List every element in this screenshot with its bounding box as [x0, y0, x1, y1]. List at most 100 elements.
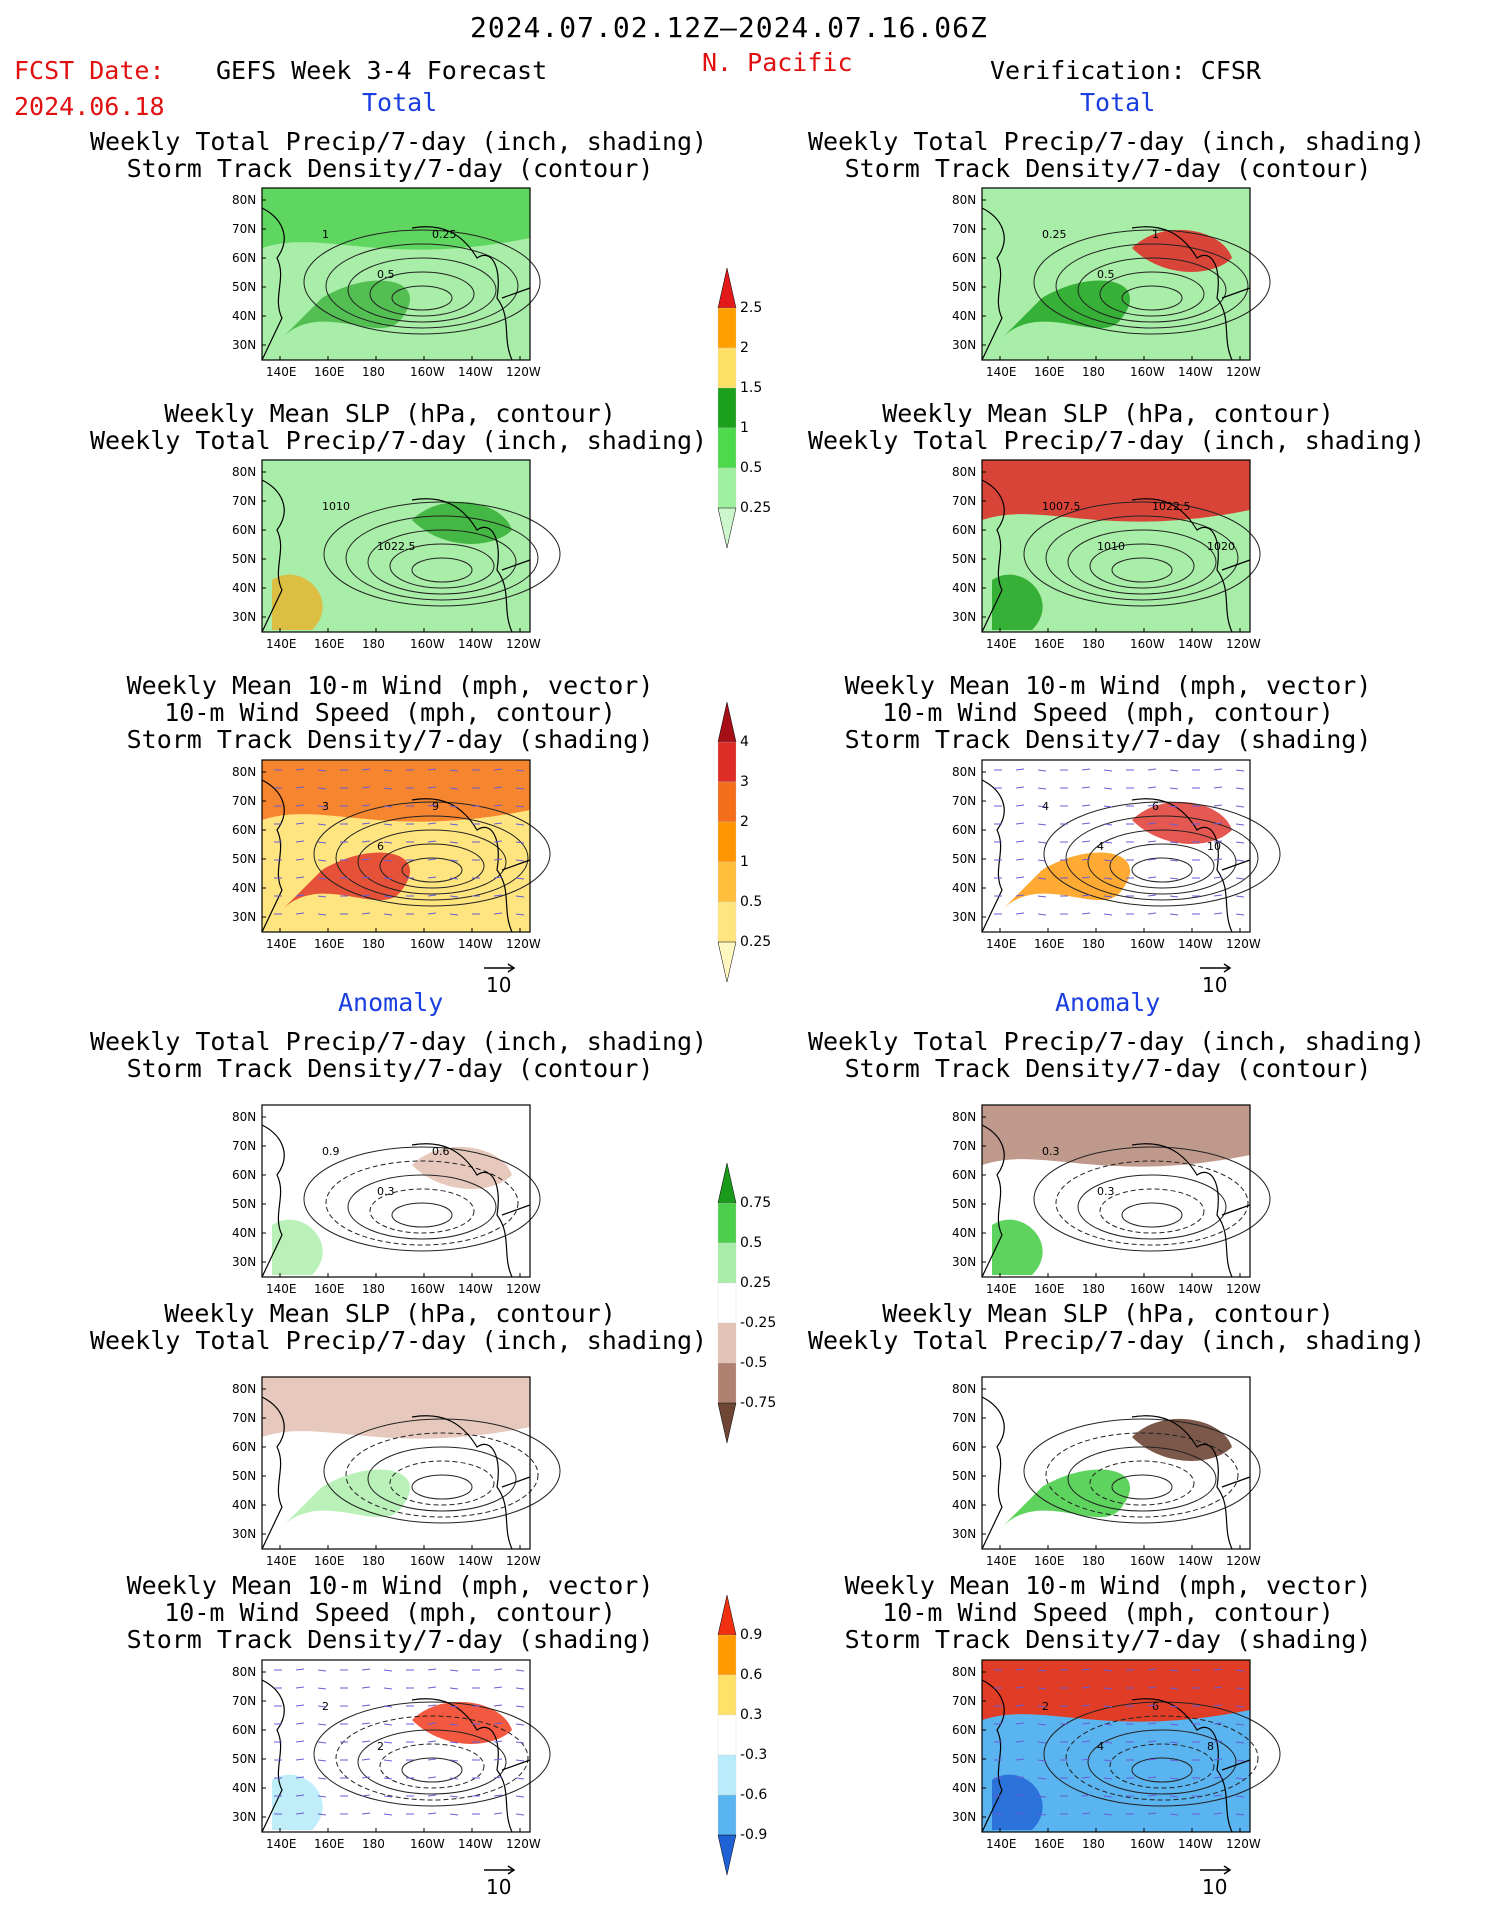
wind-vector: [1015, 912, 1025, 915]
wind-vector: [1037, 823, 1047, 826]
lat-tick-label: 60N: [232, 1168, 256, 1182]
lat-tick-label: 70N: [952, 222, 976, 236]
wind-vector: [295, 1776, 305, 1779]
colorbar-label: 1.5: [740, 380, 762, 396]
vector-reference: 10: [1200, 963, 1232, 997]
wind-vector: [1015, 1776, 1025, 1779]
wind-vector: [383, 787, 393, 790]
contour-label: 1010: [322, 500, 350, 513]
lon-tick-label: 140W: [458, 1282, 493, 1296]
colorbar-label: 1: [740, 420, 749, 436]
contour-line: [389, 543, 495, 589]
colorbar-label: 2.5: [740, 300, 762, 316]
wind-vector: [1081, 786, 1091, 789]
wind-vector: [1147, 1794, 1157, 1797]
lon-tick-label: 160E: [314, 365, 345, 379]
wind-vector: [449, 1813, 459, 1816]
map-panel-ver-anom-precip: 0.3 0.3 80N 70N 60N 50N 40N 30N 140E 160E 180 160W 1…: [952, 1104, 1271, 1296]
wind-vector: [449, 1705, 459, 1708]
lon-tick-label: 180: [362, 1837, 385, 1851]
contour-line: [345, 515, 539, 601]
lon-tick-label: 140E: [986, 365, 1017, 379]
wind-vector: [1147, 804, 1157, 807]
wind-vector: [295, 894, 305, 897]
wind-vector: [449, 787, 459, 790]
wind-vector: [493, 840, 503, 843]
lon-tick-label: 160W: [1130, 1837, 1165, 1851]
lon-tick-label: 160E: [314, 1554, 345, 1568]
wind-vector: [493, 768, 503, 771]
wind-vector: [493, 786, 503, 789]
contour-label: 6: [1152, 1700, 1159, 1713]
colorbar-label: 0.3: [740, 1707, 762, 1723]
colorbar-swatch: [717, 861, 737, 903]
wind-vector: [449, 805, 459, 808]
colorbar-swatch: [717, 1794, 737, 1836]
colorbar-label: 0.75: [740, 1195, 771, 1211]
region-title: N. Pacific: [702, 48, 853, 77]
wind-vector: [427, 1812, 437, 1815]
wind-vector: [317, 1687, 327, 1690]
section-total-right: Total: [1080, 88, 1156, 117]
wind-vector: [1103, 895, 1113, 898]
map-frame: [981, 1659, 1251, 1833]
wind-vector: [515, 895, 525, 898]
map-frame: [261, 459, 531, 633]
map-panel-fcst-anom-precip: 0.9 0.3 0.6 80N 70N 60N 50N 40N 30N 140E 160E 180 16…: [232, 1104, 541, 1296]
shading-region: [262, 188, 530, 250]
map-panel-fcst-anom-slp: 80N 70N 60N 50N 40N 30N 140E 160E 180 160W 140W 120…: [232, 1376, 561, 1568]
wind-vector: [515, 913, 525, 916]
wind-vector: [1213, 840, 1223, 843]
lon-tick-label: 160W: [410, 365, 445, 379]
colorbar-label: -0.6: [740, 1787, 767, 1803]
wind-vector: [1147, 1704, 1157, 1707]
contour-label: 0.3: [377, 1185, 395, 1198]
lat-tick-label: 40N: [952, 1781, 976, 1795]
lon-tick-label: 160W: [410, 637, 445, 651]
wind-vector: [515, 1741, 525, 1744]
wind-vector: [317, 1669, 327, 1672]
wind-vector: [1213, 1668, 1223, 1671]
wind-vector: [1037, 769, 1047, 772]
wind-vector: [1015, 768, 1025, 771]
colorbar-swatch: [717, 1162, 737, 1204]
wind-vector: [427, 840, 437, 843]
contour-label: 9: [432, 800, 439, 813]
lat-tick-label: 80N: [232, 1382, 256, 1396]
lon-tick-label: 180: [1082, 937, 1105, 951]
wind-vector: [1081, 1686, 1091, 1689]
colorbar-swatch: [717, 1242, 737, 1284]
wind-vector: [493, 894, 503, 897]
section-anomaly-right: Anomaly: [1055, 988, 1161, 1017]
wind-vector: [515, 823, 525, 826]
wind-vector: [383, 895, 393, 898]
panel-title: Weekly Mean SLP (hPa, contour) Weekly To…: [90, 399, 708, 455]
wind-vector: [1081, 768, 1091, 771]
lat-tick-label: 30N: [232, 910, 256, 924]
wind-vector: [1213, 768, 1223, 771]
wind-vector: [1015, 1722, 1025, 1725]
contour-line: [1043, 1701, 1281, 1807]
lat-tick-label: 50N: [232, 552, 256, 566]
lon-tick-label: 120W: [506, 1554, 541, 1568]
wind-vector: [427, 768, 437, 771]
wind-vector: [1235, 895, 1245, 898]
lon-tick-label: 140W: [458, 1554, 493, 1568]
wind-vector: [1037, 1687, 1047, 1690]
lat-tick-label: 60N: [232, 823, 256, 837]
wind-vector: [383, 877, 393, 880]
wind-vector: [1147, 876, 1157, 879]
wind-vector: [361, 1686, 371, 1689]
wind-vector: [317, 787, 327, 790]
shading-region: [412, 1146, 512, 1189]
wind-vector: [1213, 912, 1223, 915]
wind-vector: [1103, 1669, 1113, 1672]
wind-vector: [493, 822, 503, 825]
lon-tick-label: 160E: [314, 1837, 345, 1851]
colorbar-precip_anom: 0.75 0.5 0.25 -0.25 -0.5 -0.75: [717, 1162, 776, 1444]
fcst-date-label: FCST Date:: [14, 56, 165, 85]
wind-vector: [449, 859, 459, 862]
contour-line: [1121, 285, 1183, 311]
wind-vector: [1169, 1669, 1179, 1672]
colorbar-swatch: [717, 267, 737, 309]
